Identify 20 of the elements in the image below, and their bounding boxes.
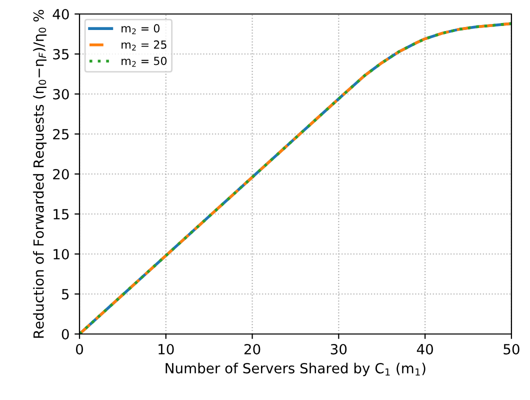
x-tick-label: 10 (158, 344, 174, 354)
legend-label: m$_{2}$ = 25 (122, 40, 166, 50)
x-tick-label: 40 (416, 344, 433, 354)
y-tick-label: 0 (62, 328, 69, 340)
y-tick-label: 40 (52, 8, 69, 20)
x-tick-label: 50 (504, 344, 520, 354)
y-tick-label: 5 (62, 289, 69, 300)
y-tick-label: 15 (54, 209, 69, 220)
y-axis-title: Reduction of Forwarded Requests (η$_{0}$−η$_{F}$)/η$_{0}$ % (33, 10, 47, 338)
x-axis-title: Number of Servers Shared by C$_{1}$ (m$_{1}$) (166, 362, 426, 376)
y-tick-label: 10 (54, 248, 69, 260)
x-tick-label: 20 (244, 344, 260, 354)
y-tick-label: 25 (53, 128, 69, 140)
legend-label: m$_{2}$ = 50 (122, 56, 167, 67)
x-tick-label: 0 (76, 344, 83, 354)
y-tick-label: 30 (53, 88, 69, 100)
legend-label: m$_{2}$ = 0 (122, 24, 160, 34)
y-tick-label: 35 (53, 48, 69, 60)
y-tick-label: 20 (53, 168, 69, 180)
x-tick-label: 30 (330, 344, 347, 354)
